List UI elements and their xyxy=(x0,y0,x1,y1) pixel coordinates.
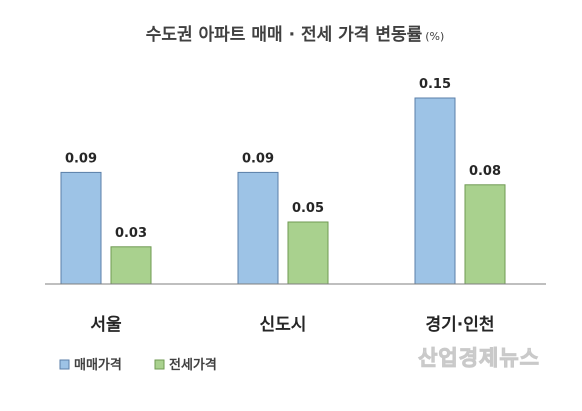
bar-jeonse-2 xyxy=(464,184,506,285)
data-label-sale-0: 0.09 xyxy=(65,151,97,166)
bar-sale-1 xyxy=(237,171,279,285)
data-label-jeonse-0: 0.03 xyxy=(115,226,147,241)
data-label-jeonse-1: 0.05 xyxy=(292,201,324,216)
x-tick-label-0: 서울 xyxy=(90,315,122,335)
bar-jeonse-0 xyxy=(110,246,152,285)
data-label-sale-2: 0.15 xyxy=(419,77,451,92)
data-label-sale-1: 0.09 xyxy=(242,151,274,166)
watermark: 산업경제뉴스 xyxy=(418,346,540,370)
legend-swatch-1 xyxy=(154,359,165,370)
legend-label-1: 전세가격 xyxy=(169,357,217,373)
legend-label-0: 매매가격 xyxy=(74,358,122,373)
x-tick-label-1: 신도시 xyxy=(260,315,307,335)
bar-sale-2 xyxy=(414,97,456,285)
plot-area: 0.09 0.03 0.09 0.05 0.15 0.08 xyxy=(60,77,506,285)
legend-swatch-0 xyxy=(59,359,70,370)
legend: 매매가격 전세가격 xyxy=(59,357,217,373)
bar-sale-0 xyxy=(60,171,102,285)
x-tick-label-2: 경기·인천 xyxy=(425,315,494,335)
chart-title-main: 수도권 아파트 매매 · 전세 가격 변동률 xyxy=(146,25,423,45)
x-axis-ticks: 서울 신도시 경기·인천 xyxy=(90,315,494,335)
data-label-jeonse-2: 0.08 xyxy=(469,164,501,179)
bar-jeonse-1 xyxy=(287,221,329,285)
chart-title: 수도권 아파트 매매 · 전세 가격 변동률 (%) xyxy=(146,25,445,45)
chart-title-unit: (%) xyxy=(425,30,444,43)
